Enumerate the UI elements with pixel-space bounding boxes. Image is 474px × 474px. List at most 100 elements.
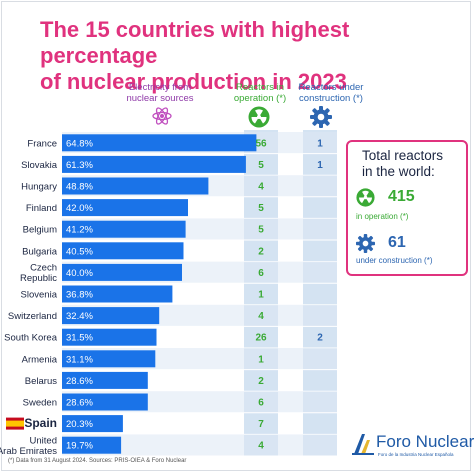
category-label: Hungary [21, 182, 57, 193]
category-label-line: Finland [26, 203, 57, 214]
bar-value-label: 28.6% [66, 398, 93, 409]
category-label: Slovakia [21, 160, 58, 171]
category-label-line: Hungary [21, 182, 57, 193]
totals-title: Total reactors in the world: [362, 148, 443, 180]
bar [62, 285, 173, 303]
bar-value-label: 61.3% [66, 160, 93, 171]
gear-icon [310, 106, 332, 128]
construction-count: 2 [317, 333, 323, 344]
operation-count: 2 [258, 246, 264, 257]
category-label-line: Belgium [23, 225, 57, 236]
bar [62, 134, 257, 152]
operation-count: 5 [258, 203, 264, 214]
operation-count: 1 [258, 290, 264, 301]
category-label-line: South Korea [4, 333, 58, 344]
totals-box: Total reactors in the world: 415 in oper… [346, 140, 468, 276]
totals-title-line-1: Total reactors [362, 148, 444, 163]
totals-gear-icon [356, 234, 375, 253]
bar-value-label: 48.8% [66, 182, 93, 193]
construction-count: 1 [317, 160, 323, 171]
title-line-1: The 15 countries with highest percentage [40, 17, 350, 68]
operation-count: 6 [258, 268, 264, 279]
bar-value-label: 42.0% [66, 203, 93, 214]
category-label-line: Republic [20, 273, 57, 284]
category-label-line: Armenia [22, 354, 58, 365]
operation-count: 1 [258, 354, 264, 365]
bar [62, 155, 246, 173]
operation-count: 4 [258, 441, 264, 452]
totals-construction-value: 61 [388, 234, 406, 251]
category-label: South Korea [4, 333, 58, 344]
category-label: Belarus [25, 376, 57, 387]
bar [62, 263, 182, 281]
category-label: France [27, 138, 57, 149]
totals-operation-value: 415 [388, 188, 415, 205]
category-label: United Arab Emirates [0, 435, 57, 457]
bar-value-label: 64.8% [66, 138, 93, 149]
category-label: Switzerland [8, 311, 57, 322]
category-label: Spain [24, 416, 57, 430]
category-label-line: Czech [30, 263, 57, 274]
logo-mark-icon [352, 434, 374, 455]
operation-count: 4 [258, 182, 264, 193]
category-label-line: United [30, 435, 57, 446]
totals-operation-label: in operation (*) [356, 212, 409, 221]
bar-value-label: 28.6% [66, 376, 93, 387]
header-operation: Reactors in operation (*) [233, 82, 287, 104]
bar [62, 242, 184, 260]
title-line-2: of nuclear production in 2023 [40, 69, 347, 94]
category-label: Slovenia [21, 290, 58, 301]
header-construction: Reactors under construction (*) [298, 82, 364, 104]
category-label-line: Bulgaria [22, 246, 58, 257]
logo-subtitle: Foro de la Industria Nuclear Española [378, 452, 454, 457]
category-label-line: Belarus [25, 376, 57, 387]
construction-count: 1 [317, 138, 323, 149]
header-electricity: Electricity from nuclear sources [126, 82, 194, 104]
category-label-line: Switzerland [8, 311, 57, 322]
bar [62, 177, 209, 195]
bar-value-label: 19.7% [66, 441, 93, 452]
totals-nuclear-symbol-icon [356, 188, 375, 207]
bar-value-label: 36.8% [66, 290, 93, 301]
bar [62, 220, 186, 238]
operation-count: 4 [258, 311, 264, 322]
bar-value-label: 41.2% [66, 225, 93, 236]
totals-construction-label: under construction (*) [356, 256, 433, 265]
bar-value-label: 40.5% [66, 246, 93, 257]
row-stripe [62, 434, 337, 456]
operation-count: 6 [258, 398, 264, 409]
bar-value-label: 20.3% [66, 419, 93, 430]
category-label-line: Slovakia [21, 160, 58, 171]
bar [62, 393, 148, 411]
operation-count: 2 [258, 376, 264, 387]
category-label-line: Arab Emirates [0, 446, 57, 457]
footnote: (*) Data from 31 August 2024. Sources: P… [8, 458, 187, 464]
atom-icon [152, 106, 172, 126]
logo-name: Foro Nuclear [376, 432, 474, 451]
bar [62, 307, 160, 325]
spain-flag-stripe [6, 420, 24, 427]
bar-value-label: 32.4% [66, 311, 93, 322]
operation-count: 56 [255, 138, 267, 149]
bar [62, 350, 156, 368]
category-label-line: Sweden [23, 398, 57, 409]
bar [62, 436, 122, 454]
bar-value-label: 31.1% [66, 354, 93, 365]
category-label: Armenia [22, 354, 58, 365]
category-label: Czech Republic [20, 263, 57, 285]
operation-count: 5 [258, 160, 264, 171]
category-label-line: France [27, 138, 57, 149]
bar [62, 328, 157, 346]
foro-nuclear-logo: Foro Nuclear Foro de la Industria Nuclea… [352, 430, 474, 462]
bar [62, 371, 148, 389]
bar [62, 415, 123, 433]
category-label: Finland [26, 203, 57, 214]
bar-value-label: 31.5% [66, 333, 93, 344]
category-label-line: Spain [24, 416, 57, 430]
category-label-line: Slovenia [21, 290, 58, 301]
category-label: Belgium [23, 225, 57, 236]
operation-count: 7 [258, 419, 264, 430]
operation-count: 5 [258, 225, 264, 236]
